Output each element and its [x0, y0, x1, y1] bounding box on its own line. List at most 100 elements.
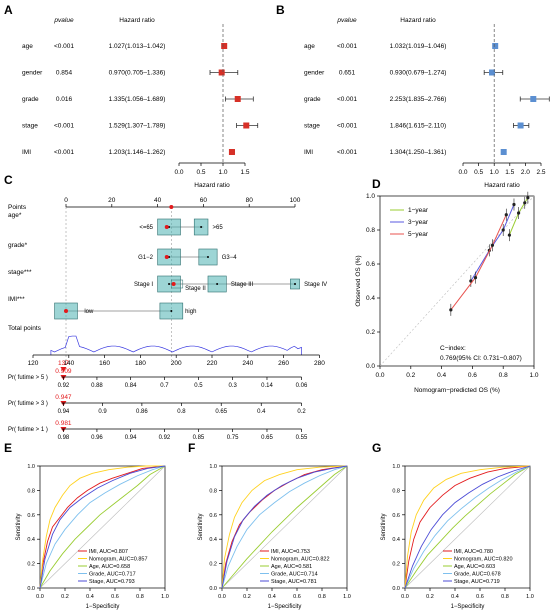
- panel-letter-a: A: [4, 3, 13, 17]
- roc-diagonal: [404, 465, 531, 589]
- nomogram-level-label: Stage III: [231, 282, 254, 288]
- roc-y-tick-label: 0.0: [209, 586, 217, 592]
- forest-point: [530, 96, 537, 102]
- roc-curve: [221, 465, 348, 589]
- calibration-point: [517, 211, 521, 215]
- nomogram-level-label: Stage II: [185, 286, 206, 292]
- forest-var-label: age: [22, 43, 33, 50]
- roc-x-tick-label: 0.6: [476, 594, 484, 600]
- nomogram-var-label: stage***: [8, 269, 32, 276]
- nomogram-level-label: Stage IV: [304, 282, 327, 288]
- nomogram-level-label: >65: [213, 225, 224, 231]
- roc-diagonal: [221, 465, 348, 589]
- forest-var-label: grade: [304, 96, 321, 103]
- roc-x-tick-label: 0.2: [61, 594, 69, 600]
- forest-var-label: gender: [22, 70, 43, 77]
- roc-x-tick-label: 0.2: [426, 594, 434, 600]
- forest-x-tick-label: 2.5: [536, 169, 545, 176]
- nomogram-surv-marker: 0.909: [55, 368, 72, 375]
- calibration-legend-label: 1−year: [408, 207, 429, 214]
- nomogram-surv-tick-label: 0.98: [58, 435, 70, 441]
- roc-curve: [221, 465, 348, 589]
- nomogram-level-dot: [294, 283, 296, 285]
- forest-pvalue: <0.001: [337, 123, 357, 130]
- calibration-cindex-label: C−index:: [440, 345, 466, 352]
- calibration-x-tick-label: 0.0: [375, 372, 384, 379]
- forest-hr-text: 2.253(1.835–2.766): [390, 96, 447, 103]
- roc-curve: [39, 465, 165, 589]
- roc-y-tick-label: 0.2: [27, 562, 35, 568]
- nomogram-level-dot: [170, 310, 173, 312]
- forest-x-tick-label: 2.0: [521, 169, 530, 176]
- roc-y-axis-title: Sensitivity: [16, 513, 22, 540]
- nomogram-total-tick-label: 140: [63, 360, 74, 367]
- roc-y-tick-label: 0.0: [27, 586, 35, 592]
- calibration-point: [473, 276, 478, 280]
- calibration-point: [507, 233, 511, 237]
- roc-curve: [404, 465, 531, 589]
- nomogram-surv-tick-label: 0.65: [261, 435, 273, 441]
- roc-legend-label: Nomogram, AUC=0.820: [454, 557, 513, 563]
- roc-x-tick-label: 0.8: [136, 594, 144, 600]
- forest-x-tick-label: 0.5: [474, 169, 483, 176]
- nomogram-surv-label: Pr( futime > 3 ): [8, 401, 48, 407]
- nomogram-var-label: grade*: [8, 242, 28, 249]
- roc-curve: [404, 465, 531, 589]
- nomogram-selected-point: [64, 309, 68, 313]
- calibration-cindex-value: 0.769(95% CI: 0.731−0.807): [440, 355, 522, 362]
- forest-hr-text: 0.970(0.705–1.336): [109, 70, 166, 77]
- forest-hr-text: 1.032(1.019–1.046): [390, 43, 447, 50]
- pvalue-header: pvalue: [53, 17, 74, 24]
- nomogram-selected-point: [171, 282, 176, 286]
- forest-pvalue: <0.001: [337, 43, 357, 50]
- roc-y-tick-label: 1.0: [392, 464, 400, 470]
- forest-pvalue: <0.001: [54, 149, 74, 156]
- nomogram-var-label: IMI***: [8, 296, 25, 303]
- nomogram-surv-tick-label: 0.85: [193, 435, 205, 441]
- nomogram-surv-tick-label: 0.75: [227, 435, 239, 441]
- nomogram-level-label: <=65: [139, 225, 153, 231]
- forest-var-label: IMI: [304, 149, 313, 156]
- forest-var-label: stage: [22, 123, 38, 130]
- forest-hr-text: 1.335(1.056–1.689): [109, 96, 166, 103]
- roc-y-tick-label: 0.8: [27, 488, 35, 494]
- roc-y-tick-label: 0.6: [392, 513, 400, 519]
- forest-var-label: gender: [304, 70, 325, 77]
- forest-pvalue: <0.001: [337, 149, 357, 156]
- forest-point: [234, 96, 241, 102]
- nomogram-surv-tick-label: 0.4: [257, 409, 266, 415]
- forest-point: [243, 122, 250, 129]
- forest-x-tick-label: 0.0: [174, 169, 183, 176]
- roc-curve: [39, 465, 166, 589]
- hr-header: Hazard ratio: [119, 17, 155, 24]
- roc-curve: [39, 465, 166, 589]
- nomogram-level-label: G3−4: [222, 255, 238, 261]
- forest-hr-text: 1.203(1.146–1.262): [109, 149, 166, 156]
- calibration-point: [526, 196, 530, 200]
- calibration-y-tick-label: 0.0: [366, 363, 375, 370]
- nomogram-surv-tick-label: 0.55: [296, 435, 308, 441]
- nomogram-level-dot: [168, 283, 171, 285]
- roc-y-tick-label: 0.2: [209, 562, 217, 568]
- nomogram-selected-point: [164, 255, 169, 259]
- nomogram-total-tick-label: 220: [207, 360, 218, 367]
- roc-x-tick-label: 0.6: [111, 594, 119, 600]
- nomogram-level-label: Stage I: [134, 282, 153, 288]
- nomogram-surv-tick-label: 0.5: [194, 383, 203, 389]
- nomogram-level-label: high: [185, 309, 196, 315]
- roc-frame: [221, 465, 348, 589]
- calibration-y-tick-label: 0.4: [366, 295, 375, 302]
- roc-y-axis-title: Sensitivity: [381, 513, 387, 540]
- calibration-point: [523, 201, 527, 205]
- nomogram-points-tick-label: 0: [64, 197, 68, 204]
- roc-y-tick-label: 0.4: [209, 537, 217, 543]
- hr-header: Hazard ratio: [400, 17, 436, 24]
- calibration-line: [450, 214, 507, 311]
- roc-x-tick-label: 0.0: [36, 594, 44, 600]
- nomogram-points-tick-label: 20: [108, 197, 116, 204]
- forest-point: [218, 69, 225, 76]
- calibration-point: [501, 228, 505, 232]
- forest-pvalue: <0.001: [54, 43, 74, 50]
- panel-letter-f: F: [188, 441, 195, 455]
